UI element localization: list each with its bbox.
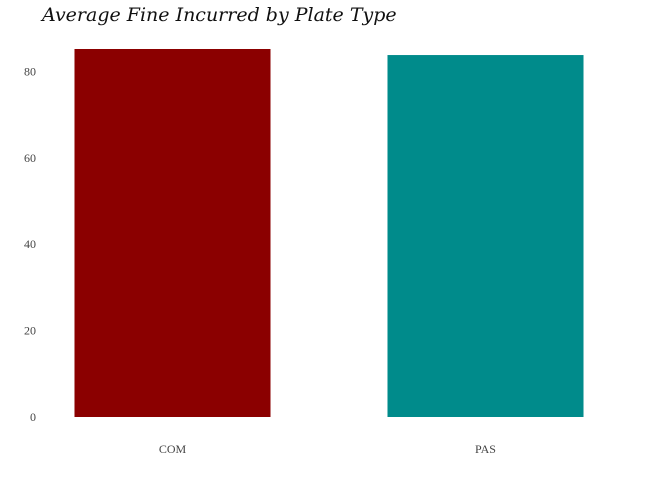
chart-title: Average Fine Incurred by Plate Type: [42, 4, 397, 26]
x-tick-label: PAS: [475, 442, 496, 456]
y-tick-label: 40: [24, 237, 36, 251]
bar-com: [74, 49, 271, 417]
y-tick-label: 60: [24, 151, 36, 165]
y-tick-label: 0: [30, 410, 36, 424]
y-tick-label: 80: [24, 64, 36, 78]
y-tick-label: 20: [24, 324, 36, 338]
bar-pas: [387, 55, 584, 418]
x-tick-label: COM: [159, 442, 187, 456]
